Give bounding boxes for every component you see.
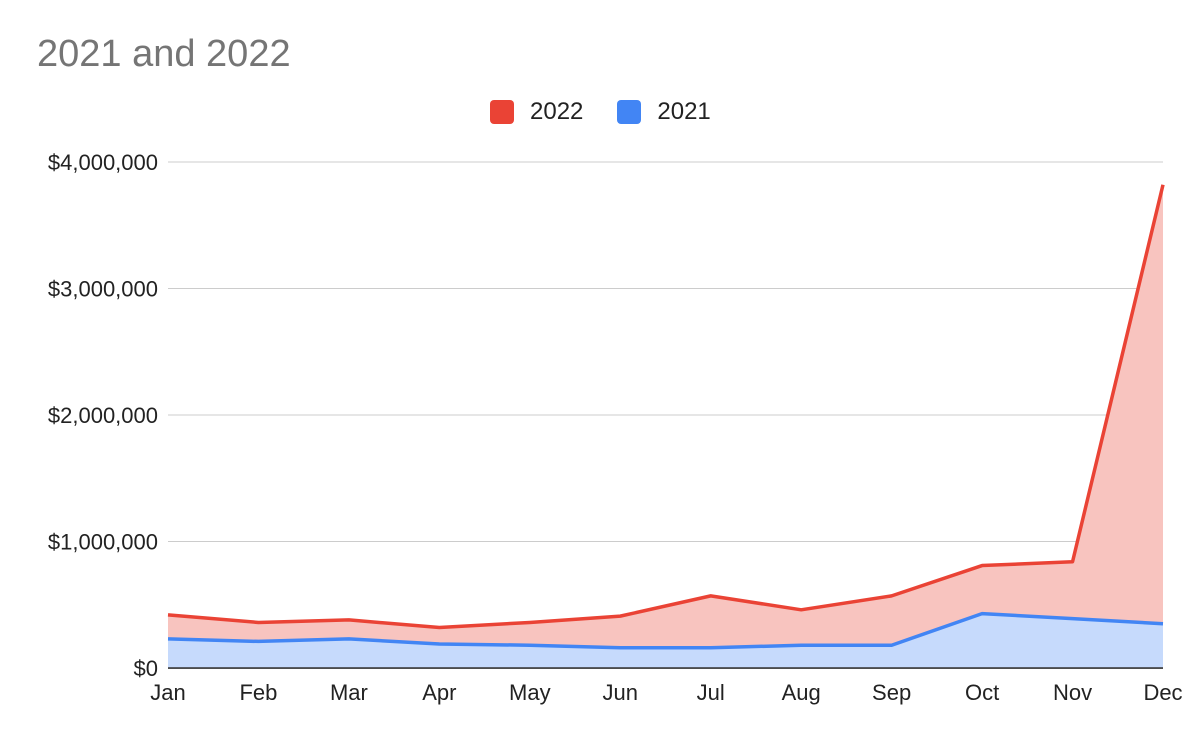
y-tick-label: $0 — [134, 656, 158, 681]
area-2022 — [168, 184, 1163, 668]
y-tick-label: $1,000,000 — [48, 530, 158, 555]
legend-item-2022[interactable]: 2022 — [490, 98, 583, 126]
series-line-2022 — [167, 184, 1165, 630]
legend-label-2022: 2022 — [530, 98, 584, 125]
chart-title: 2021 and 2022 — [37, 33, 291, 75]
x-tick-label: Jul — [697, 680, 725, 705]
x-tick-label: Feb — [239, 680, 277, 705]
x-tick-label: Jan — [150, 680, 185, 705]
x-tick-label: Sep — [872, 680, 911, 705]
legend-item-2021[interactable]: 2021 — [617, 98, 711, 126]
legend: 2022 2021 — [490, 98, 745, 126]
legend-swatch-2022 — [490, 100, 514, 124]
y-tick-label: $4,000,000 — [48, 150, 158, 175]
x-tick-label: Aug — [782, 680, 821, 705]
y-tick-label: $2,000,000 — [48, 403, 158, 428]
area-2021 — [168, 613, 1163, 668]
legend-swatch-2021 — [617, 100, 642, 124]
x-tick-label: May — [509, 680, 551, 705]
x-tick-label: Mar — [330, 680, 368, 705]
x-tick-label: Jun — [603, 680, 638, 705]
x-tick-label: Dec — [1143, 680, 1182, 705]
y-tick-label: $3,000,000 — [48, 277, 158, 302]
x-tick-label: Nov — [1053, 680, 1092, 705]
legend-label-2021: 2021 — [657, 98, 711, 125]
series-line-2021 — [167, 611, 1164, 650]
x-tick-label: Oct — [965, 680, 999, 705]
x-tick-label: Apr — [422, 680, 456, 705]
